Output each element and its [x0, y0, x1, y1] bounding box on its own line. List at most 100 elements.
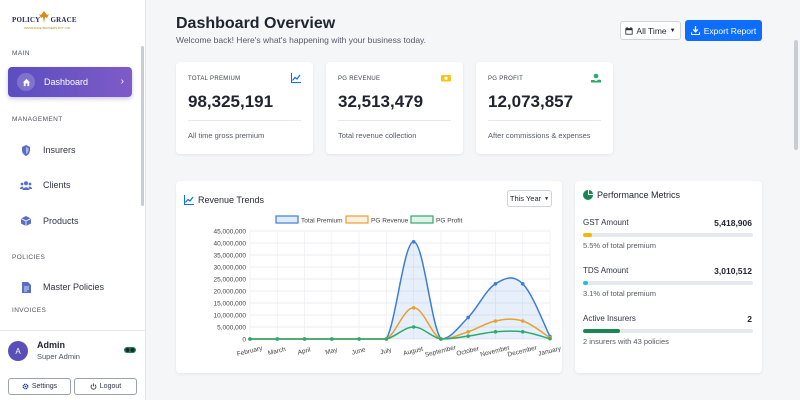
sidebar-item-master-policies[interactable]: Master Policies: [8, 272, 132, 302]
legend-label: PG Revenue: [371, 218, 409, 225]
chart-title: Revenue Trends: [198, 195, 265, 205]
data-point: [520, 282, 525, 286]
shield-icon: [20, 144, 32, 156]
x-tick-label: April: [297, 346, 312, 356]
data-point: [330, 337, 334, 341]
settings-button[interactable]: Settings: [8, 378, 71, 395]
export-report-button[interactable]: Export Report: [685, 20, 762, 41]
stat-value: 98,325,191: [188, 92, 274, 111]
main-scrollbar[interactable]: [794, 40, 798, 150]
x-tick-label: June: [351, 346, 367, 356]
performance-metrics-card: Performance Metrics GST Amount 5,418,906…: [575, 181, 762, 373]
period-dropdown[interactable]: This Year ▼: [507, 190, 552, 207]
legend-swatch: [410, 215, 434, 224]
stat-note: All time gross premium: [188, 131, 265, 140]
hand-money-icon: [591, 73, 601, 83]
y-tick-label: 45,000,000: [213, 229, 246, 236]
data-point: [466, 315, 470, 320]
data-point: [439, 337, 443, 341]
x-tick-label: July: [380, 347, 394, 357]
data-point: [466, 330, 470, 334]
y-tick-label: 40,000,000: [213, 241, 246, 248]
data-point: [302, 337, 307, 341]
gear-icon: [22, 383, 29, 390]
stat-value: 32,513,479: [338, 92, 424, 111]
data-point: [275, 337, 280, 341]
power-icon: [90, 383, 97, 390]
sidebar-item-dashboard[interactable]: Dashboard ›: [8, 67, 132, 97]
user-name: Admin: [37, 340, 65, 350]
stat-value: 12,073,857: [488, 92, 574, 111]
section-policies: POLICIES: [12, 254, 46, 261]
data-point: [493, 330, 498, 334]
stat-note: Total revenue collection: [338, 131, 417, 140]
data-point: [493, 282, 498, 286]
y-tick-label: 35,000,000: [213, 253, 246, 260]
metric-progress-bar: [583, 281, 753, 285]
metric-value: 5,418,906: [714, 218, 752, 228]
download-icon: [690, 26, 700, 35]
y-tick-label: 5,000,000: [217, 325, 246, 332]
stat-label: PG REVENUE: [338, 76, 381, 82]
x-tick-label: October: [456, 345, 481, 358]
money-icon: [441, 75, 451, 82]
y-tick-label: 30,000,000: [213, 265, 246, 272]
brand-name-left: POLICY: [12, 16, 41, 24]
stat-card-pg-profit: PG PROFIT 12,073,857 After commissions &…: [476, 62, 613, 154]
metric-value: 2: [747, 314, 752, 324]
caret-down-icon: ▼: [669, 27, 676, 34]
legend-swatch: [345, 215, 369, 224]
series-line: [249, 326, 551, 340]
sidebar-item-label: Products: [43, 216, 79, 226]
y-tick-label: 10,000,000: [213, 313, 246, 320]
data-point: [357, 337, 361, 341]
sidebar-item-products[interactable]: Products: [8, 206, 132, 236]
data-point: [548, 336, 552, 341]
data-point: [466, 334, 470, 338]
page-title: Dashboard Overview: [176, 15, 336, 32]
x-tick-label: December: [507, 344, 539, 358]
metric-note: 2 insurers with 43 policies: [583, 337, 669, 346]
metric-note: 3.1% of total premium: [583, 289, 656, 298]
home-icon: [17, 73, 35, 91]
chart-line-icon: [291, 73, 301, 83]
legend-label: Total Premium: [301, 218, 343, 225]
y-tick-label: 15,000,000: [213, 301, 246, 308]
stat-label: PG PROFIT: [488, 76, 524, 82]
document-icon: [20, 281, 32, 293]
sidebar-scrollbar[interactable]: [141, 46, 144, 206]
metrics-title: Performance Metrics: [597, 190, 681, 200]
x-tick-label: February: [236, 345, 264, 358]
caret-down-icon: ▼: [544, 195, 550, 202]
x-tick-label: September: [424, 344, 457, 359]
avatar[interactable]: A: [8, 341, 28, 361]
stat-note: After commissions & expenses: [488, 131, 591, 140]
section-main: MAIN: [12, 50, 30, 57]
sidebar-item-insurers[interactable]: Insurers: [8, 135, 132, 165]
users-icon: [20, 179, 32, 191]
user-profile: A Admin Super Admin: [0, 330, 146, 370]
toggle-icon[interactable]: [124, 346, 136, 354]
logout-button[interactable]: Logout: [74, 378, 137, 395]
data-point: [520, 319, 525, 323]
y-tick-label: 25,000,000: [213, 277, 246, 284]
time-filter-dropdown[interactable]: All Time ▼: [620, 21, 681, 40]
brand-logo[interactable]: POLICY GRACE INSURANCE BROKERS PVT LTD: [12, 10, 82, 34]
x-tick-label: March: [267, 346, 287, 357]
sidebar-item-clients[interactable]: Clients: [8, 170, 132, 200]
x-tick-label: May: [325, 346, 339, 356]
eagle-logo-icon: [39, 11, 49, 23]
calendar-icon: [625, 26, 634, 35]
metric-value: 3,010,512: [714, 266, 752, 276]
revenue-line-chart[interactable]: 0 5,000,000 10,000,000 15,000,000 20,000,000…: [176, 181, 562, 373]
x-tick-label: August: [403, 346, 425, 358]
sidebar-item-label: Master Policies: [43, 282, 105, 292]
y-tick-label: 20,000,000: [213, 289, 246, 296]
brand-tagline: INSURANCE BROKERS PVT LTD: [24, 26, 71, 30]
metric-name: GST Amount: [583, 218, 629, 227]
data-point: [411, 306, 416, 310]
sidebar-item-label: Clients: [43, 180, 71, 190]
box-icon: [20, 215, 32, 227]
section-invoices: INVOICES: [12, 307, 47, 314]
metric-note: 5.5% of total premium: [583, 241, 656, 250]
